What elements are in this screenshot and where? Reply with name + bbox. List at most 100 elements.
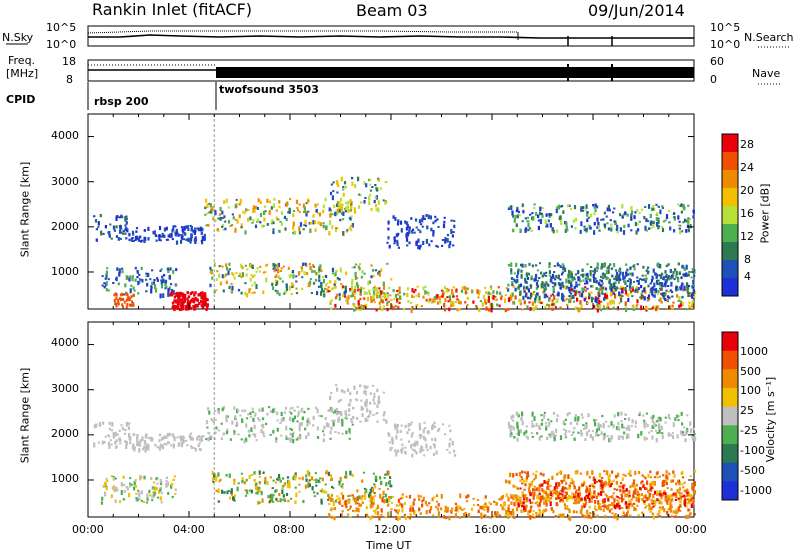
echo-cell — [361, 306, 364, 309]
echo-cell — [659, 277, 663, 279]
echo-cell — [346, 388, 350, 392]
echo-cell — [610, 508, 613, 511]
echo-cell — [418, 507, 421, 512]
echo-cell — [625, 271, 628, 277]
echo-cell — [531, 212, 534, 215]
echo-cell — [103, 440, 106, 444]
echo-cell — [533, 488, 536, 492]
echo-cell — [573, 438, 576, 441]
echo-cell — [679, 204, 682, 208]
echo-cell — [218, 213, 221, 216]
echo-cell — [287, 499, 290, 503]
echo-cell — [588, 492, 591, 496]
echo-cell — [597, 500, 600, 505]
echo-cell — [629, 279, 632, 284]
echo-cell — [367, 415, 370, 419]
echo-cell — [518, 497, 521, 501]
echo-cell — [537, 214, 540, 219]
echo-cell — [176, 231, 179, 235]
echo-cell — [295, 275, 298, 278]
echo-cell — [540, 271, 543, 275]
echo-cell — [337, 418, 340, 423]
echo-cell — [253, 414, 257, 417]
echo-cell — [676, 508, 679, 513]
echo-cell — [464, 301, 467, 304]
echo-cell — [616, 503, 619, 508]
echo-cell — [644, 422, 648, 425]
echo-cell — [418, 219, 421, 224]
echo-cell — [280, 411, 283, 417]
echo-cell — [487, 506, 490, 511]
echo-cell — [202, 435, 205, 438]
echo-cell — [113, 293, 116, 297]
echo-cell — [268, 200, 272, 204]
echo-cell — [193, 238, 196, 243]
echo-cell — [158, 234, 161, 236]
echo-cell — [686, 502, 689, 505]
echo-cell — [635, 305, 638, 308]
echo-cell — [635, 286, 638, 289]
echo-cell — [576, 297, 579, 302]
echo-cell — [288, 285, 291, 291]
echo-cell — [620, 420, 623, 423]
echo-cell — [205, 224, 208, 227]
echo-cell — [446, 296, 449, 299]
echo-cell — [134, 239, 137, 241]
echo-cell — [534, 298, 537, 304]
echo-cell — [675, 509, 678, 515]
power-cbar-tick-12: 12 — [740, 230, 754, 243]
echo-cell — [595, 428, 599, 433]
echo-cell — [513, 435, 516, 439]
echo-cell — [276, 419, 279, 422]
echo-cell — [643, 287, 646, 293]
echo-cell — [615, 286, 618, 289]
echo-cell — [434, 425, 437, 428]
echo-cell — [494, 298, 497, 302]
echo-cell — [579, 511, 582, 514]
echo-cell — [345, 471, 348, 475]
echo-cell — [287, 479, 290, 485]
echo-cell — [588, 224, 591, 228]
echo-cell — [331, 515, 334, 519]
echo-cell — [379, 305, 382, 309]
echo-cell — [112, 487, 115, 490]
echo-cell — [361, 479, 364, 483]
echo-cell — [314, 472, 317, 475]
echo-cell — [645, 412, 648, 415]
echo-cell — [207, 407, 210, 411]
echo-cell — [524, 494, 527, 499]
echo-cell — [382, 495, 385, 498]
echo-cell — [427, 292, 430, 296]
echo-cell — [681, 264, 684, 269]
echo-cell — [515, 494, 518, 500]
echo-cell — [588, 487, 592, 493]
echo-cell — [385, 482, 388, 487]
echo-cell — [443, 285, 446, 290]
echo-cell — [597, 492, 600, 496]
echo-cell — [152, 281, 156, 285]
echo-cell — [253, 479, 256, 482]
echo-cell — [613, 282, 616, 285]
echo-cell — [557, 204, 560, 210]
echo-cell — [337, 399, 341, 403]
echo-cell — [225, 263, 228, 267]
echo-cell — [560, 220, 563, 226]
echo-cell — [294, 500, 297, 504]
echo-cell — [690, 276, 693, 279]
echo-cell — [207, 431, 210, 434]
echo-cell — [542, 274, 545, 278]
echo-cell — [182, 296, 185, 300]
echo-cell — [563, 285, 567, 289]
echo-cell — [685, 282, 689, 286]
echo-cell — [209, 203, 212, 208]
echo-cell — [590, 213, 593, 218]
echo-cell — [549, 492, 552, 496]
echo-cell — [603, 483, 606, 485]
echo-cell — [585, 230, 588, 233]
echo-cell — [606, 222, 609, 225]
echo-cell — [649, 510, 652, 513]
echo-cell — [517, 268, 520, 272]
echo-cell — [606, 302, 609, 308]
echo-cell — [358, 205, 361, 209]
